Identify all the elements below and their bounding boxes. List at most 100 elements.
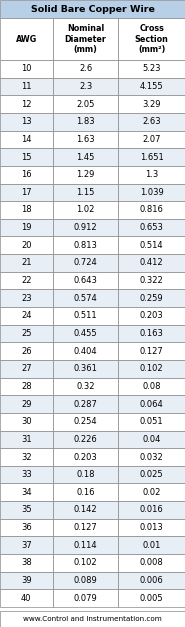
- Bar: [118, 78, 185, 95]
- Bar: [0, 325, 53, 342]
- Text: 0.18: 0.18: [76, 470, 95, 479]
- Bar: [118, 431, 185, 448]
- Bar: [53, 466, 118, 483]
- Bar: [118, 395, 185, 413]
- Text: 26: 26: [21, 347, 32, 356]
- Text: 35: 35: [21, 505, 32, 514]
- Text: 14: 14: [21, 135, 32, 144]
- Bar: [0, 466, 53, 483]
- Bar: [53, 519, 118, 537]
- Text: Solid Bare Copper Wire: Solid Bare Copper Wire: [31, 4, 154, 14]
- Bar: [118, 113, 185, 130]
- Text: 31: 31: [21, 435, 32, 444]
- Text: 0.653: 0.653: [140, 223, 164, 232]
- Bar: [118, 377, 185, 395]
- Text: 21: 21: [21, 258, 32, 268]
- Bar: [0, 236, 53, 254]
- Text: 0.287: 0.287: [74, 399, 97, 409]
- Text: 2.05: 2.05: [76, 100, 95, 108]
- Bar: [0, 589, 53, 607]
- Text: www.Control and Instrumentation.com: www.Control and Instrumentation.com: [23, 616, 162, 622]
- Bar: [53, 589, 118, 607]
- Bar: [53, 360, 118, 377]
- Bar: [0, 572, 53, 589]
- Text: 23: 23: [21, 293, 32, 303]
- Text: 0.005: 0.005: [140, 594, 164, 603]
- Bar: [53, 413, 118, 431]
- Bar: [0, 113, 53, 130]
- Text: 0.089: 0.089: [74, 576, 97, 585]
- Text: 11: 11: [21, 82, 32, 91]
- Bar: [53, 342, 118, 360]
- Bar: [118, 554, 185, 572]
- Bar: [0, 360, 53, 377]
- Bar: [53, 483, 118, 501]
- Text: 0.013: 0.013: [140, 523, 164, 532]
- Bar: [0, 413, 53, 431]
- Bar: [53, 377, 118, 395]
- Text: 1.15: 1.15: [76, 188, 95, 197]
- Bar: [53, 572, 118, 589]
- Bar: [0, 18, 53, 60]
- Text: 0.514: 0.514: [140, 241, 164, 250]
- Text: 24: 24: [21, 312, 32, 320]
- Bar: [0, 166, 53, 184]
- Bar: [53, 254, 118, 271]
- Bar: [0, 201, 53, 219]
- Bar: [118, 219, 185, 236]
- Bar: [118, 466, 185, 483]
- Bar: [53, 537, 118, 554]
- Text: 0.01: 0.01: [142, 540, 161, 550]
- Bar: [53, 501, 118, 519]
- Text: 2.3: 2.3: [79, 82, 92, 91]
- Bar: [118, 572, 185, 589]
- Text: 1.63: 1.63: [76, 135, 95, 144]
- Text: 4.155: 4.155: [140, 82, 164, 91]
- Text: 1.3: 1.3: [145, 170, 158, 179]
- Text: 0.412: 0.412: [140, 258, 164, 268]
- Text: 0.912: 0.912: [74, 223, 97, 232]
- Bar: [53, 130, 118, 148]
- Bar: [53, 201, 118, 219]
- Bar: [53, 431, 118, 448]
- Text: 0.254: 0.254: [74, 417, 97, 426]
- Text: 32: 32: [21, 453, 32, 461]
- Text: 38: 38: [21, 559, 32, 567]
- Text: 30: 30: [21, 417, 32, 426]
- Text: 16: 16: [21, 170, 32, 179]
- Text: 0.032: 0.032: [140, 453, 164, 461]
- Text: 0.816: 0.816: [140, 206, 164, 214]
- Bar: [118, 448, 185, 466]
- Text: 5.23: 5.23: [142, 65, 161, 73]
- Text: 0.102: 0.102: [74, 559, 97, 567]
- Bar: [0, 448, 53, 466]
- Bar: [118, 166, 185, 184]
- Bar: [53, 307, 118, 325]
- Text: 2.6: 2.6: [79, 65, 92, 73]
- Bar: [53, 148, 118, 166]
- Text: 13: 13: [21, 117, 32, 126]
- Text: 0.102: 0.102: [140, 364, 164, 373]
- Text: 0.04: 0.04: [142, 435, 161, 444]
- Bar: [118, 60, 185, 78]
- Bar: [53, 290, 118, 307]
- Bar: [53, 78, 118, 95]
- Text: 37: 37: [21, 540, 32, 550]
- Text: Cross
Section
(mm²): Cross Section (mm²): [135, 24, 169, 54]
- Bar: [0, 519, 53, 537]
- Text: 1.651: 1.651: [140, 152, 164, 162]
- Text: AWG: AWG: [16, 34, 37, 43]
- Bar: [118, 18, 185, 60]
- Bar: [0, 483, 53, 501]
- Text: 0.16: 0.16: [76, 488, 95, 497]
- Bar: [118, 501, 185, 519]
- Bar: [118, 201, 185, 219]
- Bar: [53, 448, 118, 466]
- Text: 1.039: 1.039: [140, 188, 164, 197]
- Bar: [0, 0, 185, 18]
- Bar: [118, 519, 185, 537]
- Text: 0.127: 0.127: [140, 347, 164, 356]
- Bar: [0, 95, 53, 113]
- Text: 0.32: 0.32: [76, 382, 95, 391]
- Bar: [118, 184, 185, 201]
